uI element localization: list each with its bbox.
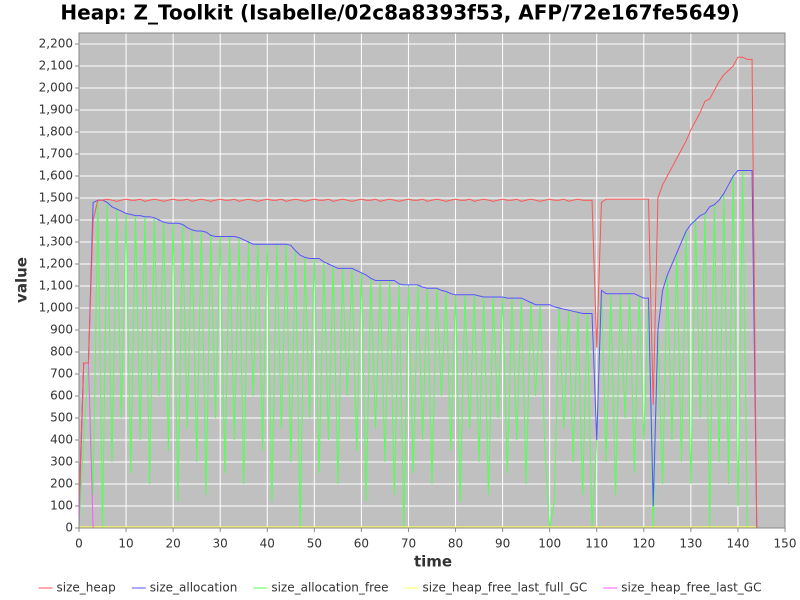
legend-label: size_heap <box>57 581 116 595</box>
y-tick-label: 1,700 <box>39 147 73 161</box>
legend-label: size_heap_free_last_GC <box>621 581 761 595</box>
y-tick-label: 1,500 <box>39 191 73 205</box>
x-tick-label: 110 <box>585 537 608 551</box>
y-axis-label: value <box>13 257 31 303</box>
series-line <box>78 170 758 529</box>
chart-title: Heap: Z_Toolkit (Isabelle/02c8a8393f53, … <box>60 1 739 25</box>
y-tick-label: 100 <box>50 499 73 513</box>
x-tick-label: 30 <box>213 537 228 551</box>
y-tick-label: 800 <box>50 345 73 359</box>
y-tick-label: 1,000 <box>39 301 73 315</box>
x-tick-label: 20 <box>165 537 180 551</box>
x-tick-label: 130 <box>679 537 702 551</box>
y-tick-label: 1,300 <box>39 235 73 249</box>
y-tick-label: 600 <box>50 389 73 403</box>
legend-label: size_allocation <box>150 581 238 595</box>
plot-border <box>78 32 786 529</box>
y-tick-label: 400 <box>50 433 73 447</box>
y-tick-label: 500 <box>50 411 73 425</box>
y-tick-label: 1,600 <box>39 169 73 183</box>
y-tick-label: 700 <box>50 367 73 381</box>
y-tick-label: 0 <box>65 521 73 535</box>
x-axis-label: time <box>414 553 452 571</box>
x-tick-label: 40 <box>260 537 275 551</box>
y-tick-label: 2,100 <box>39 59 73 73</box>
x-tick-label: 120 <box>632 537 655 551</box>
x-tick-label: 50 <box>307 537 322 551</box>
x-tick-label: 140 <box>726 537 749 551</box>
y-tick-label: 300 <box>50 455 73 469</box>
plot-area <box>78 32 786 529</box>
y-tick-label: 1,400 <box>39 213 73 227</box>
y-tick-label: 1,100 <box>39 279 73 293</box>
x-tick-label: 150 <box>774 537 797 551</box>
y-tick-label: 900 <box>50 323 73 337</box>
x-tick-label: 70 <box>401 537 416 551</box>
x-tick-label: 90 <box>495 537 510 551</box>
x-tick-label: 80 <box>448 537 463 551</box>
legend-label: size_allocation_free <box>271 581 388 595</box>
x-tick-label: 10 <box>118 537 133 551</box>
y-tick-label: 1,800 <box>39 125 73 139</box>
y-tick-label: 1,900 <box>39 103 73 117</box>
x-tick-label: 100 <box>538 537 561 551</box>
legend-label: size_heap_free_last_full_GC <box>423 581 588 595</box>
x-tick-label: 60 <box>354 537 369 551</box>
y-tick-label: 2,200 <box>39 37 73 51</box>
y-tick-label: 2,000 <box>39 81 73 95</box>
legend: size_heap size_allocation size_allocation_… <box>38 581 761 595</box>
series-line <box>78 56 758 529</box>
x-tick-label: 0 <box>75 537 83 551</box>
y-tick-label: 1,200 <box>39 257 73 271</box>
y-tick-label: 200 <box>50 477 73 491</box>
